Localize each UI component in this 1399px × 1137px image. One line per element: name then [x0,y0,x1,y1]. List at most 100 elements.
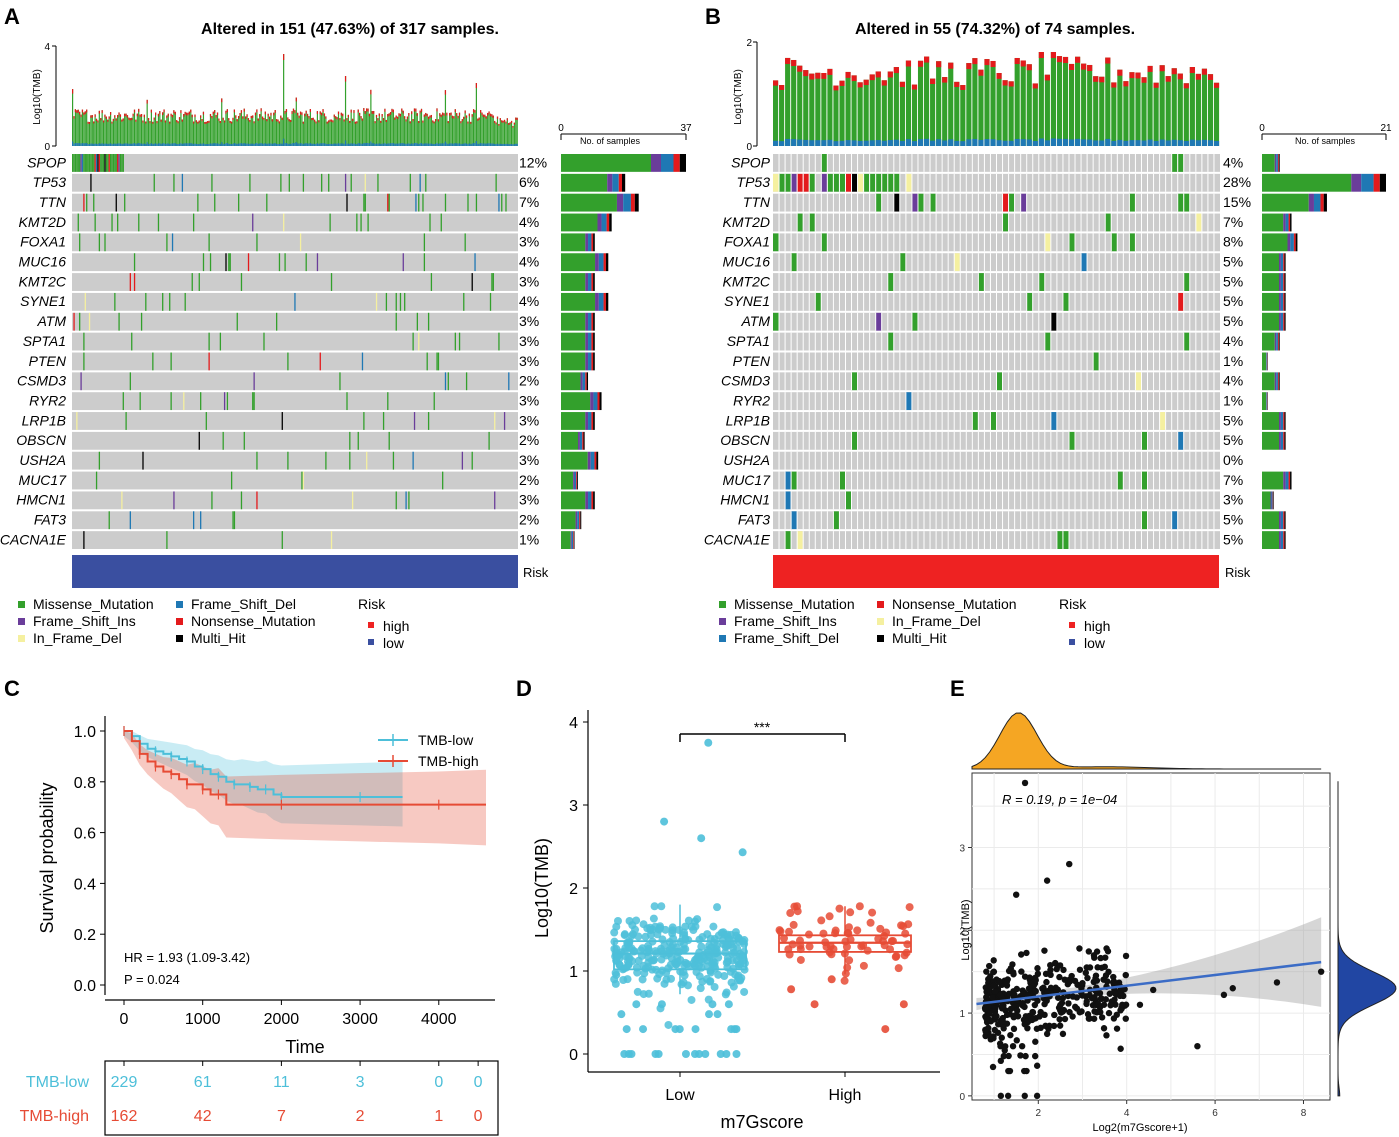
a-tmb-bar-fsdel [344,140,347,146]
a-count-bar-segment [597,213,602,232]
a-tmb-bar-nonsense [181,119,183,122]
e-data-point [999,1002,1007,1010]
d-data-point [840,976,849,985]
b-tmb-bar [978,69,984,146]
a-tmb-bar [402,110,404,146]
a-mutation-cell [405,491,407,510]
a-mutation-cell [433,392,435,411]
b-tmb-bar-fsdel [1141,140,1147,146]
e-data-point [1025,985,1033,992]
a-tmb-bar-fsdel [378,143,380,146]
e-data-point [1100,1001,1108,1008]
e-data-point [990,957,997,964]
a-mutation-cell [108,154,110,172]
a-count-bar-segment [561,352,586,371]
a-count-bar-segment [591,332,594,351]
a-mutation-cell [430,273,433,291]
d-data-point [703,962,712,971]
a-tmb-bar-fsdel [350,143,352,146]
a-tmb-bar-fsdel [236,143,238,146]
a-tmb-bar [360,116,362,146]
b-legend-label: Missense_Mutation [734,596,855,612]
a-tmb-bar-nonsense [174,111,176,115]
a-tmb-bar-nonsense [412,119,414,122]
b-tmb-bar-fsdel [1008,140,1014,146]
a-tmb-bar-nonsense [115,118,117,121]
a-tmb-bar [419,110,421,146]
a-count-bar-segment [561,173,608,192]
a-tmb-bar-fsdel [101,143,103,146]
e-data-point [1066,1008,1073,1016]
a-mutation-cell [418,332,420,351]
a-tmb-bar [290,119,292,146]
b-tmb-bar-nonsense [893,67,899,74]
a-gene-row-bg [72,332,518,351]
a-tmb-bar [395,115,397,146]
a-tmb-bar-fsdel [326,144,328,146]
b-mutation-cell [1050,412,1057,430]
a-tmb-bar-nonsense [477,118,479,121]
a-tmb-bar-nonsense [121,119,123,122]
e-data-point [1043,978,1050,986]
e-data-point [1003,979,1010,986]
e-data-point [1028,1016,1036,1024]
a-tmb-bar-fsdel [169,144,171,146]
c-x-tick-label: 1000 [185,1011,221,1028]
a-count-bar-segment [561,154,651,172]
a-tmb-bar-nonsense [503,119,506,122]
b-count-bar-segment [1283,213,1286,232]
a-count-bar-segment [561,471,574,490]
a-tmb-bar-fsdel [337,143,340,146]
a-tmb-bar-nonsense [356,121,358,124]
a-tmb-bar [139,114,141,146]
d-x-tick-label: High [829,1087,862,1104]
e-data-point [1090,952,1098,959]
a-mutation-cell [495,173,497,192]
b-count-bar-segment [1280,511,1284,530]
b-tmb-bar-fsdel [966,139,972,146]
a-mutation-cell [230,471,233,490]
a-gene-label: TTN [39,194,67,210]
panel-a-count-tick-0: 0 [558,123,564,134]
a-tmb-bar-fsdel [481,143,483,146]
a-tmb-bar-nonsense [72,89,74,94]
a-mutation-cell [129,372,131,391]
a-tmb-bar-fsdel [425,143,427,146]
a-tmb-bar-nonsense [162,112,164,116]
b-mutation-cell [1044,332,1051,351]
b-tmb-bar-fsdel [978,139,984,146]
a-tmb-bar [458,112,461,146]
a-tmb-bar-nonsense [467,121,469,124]
a-tmb-bar [313,119,316,146]
b-tmb-bar-fsdel [1081,139,1087,146]
a-tmb-bar [209,113,212,146]
a-tmb-bar-nonsense [487,112,489,116]
a-tmb-bar-nonsense [447,121,449,124]
b-percent-label: 0% [1223,452,1243,468]
panel-c-xlabel: Time [285,1037,324,1057]
a-tmb-bar [257,118,259,146]
b-mutation-cell [791,471,797,490]
a-mutation-cell [363,193,365,212]
a-tmb-bar [88,121,91,146]
a-tmb-bar-fsdel [216,143,219,146]
a-mutation-cell [117,154,119,172]
b-tmb-bar-nonsense [1026,64,1032,71]
a-mutation-cell [363,412,365,430]
b-mutation-cell [851,372,858,391]
d-data-point [664,1020,673,1029]
b-tmb-bar-fsdel [1147,139,1153,146]
a-tmb-bar-fsdel [72,141,74,146]
e-data-point [1017,1052,1024,1059]
a-tmb-bar-fsdel [491,143,493,146]
a-mutation-cell [83,352,85,371]
a-risk-legend-label: low [383,635,405,651]
b-tmb-bar-fsdel [1087,139,1093,146]
a-mutation-cell [351,491,354,510]
e-data-point [1076,966,1084,973]
e-data-point [1033,1092,1041,1100]
b-mutation-cell [1159,412,1166,430]
a-tmb-bar-fsdel [432,143,434,146]
b-tmb-bar [773,80,779,146]
panel-d-ylabel: Log10(TMB) [532,838,552,938]
